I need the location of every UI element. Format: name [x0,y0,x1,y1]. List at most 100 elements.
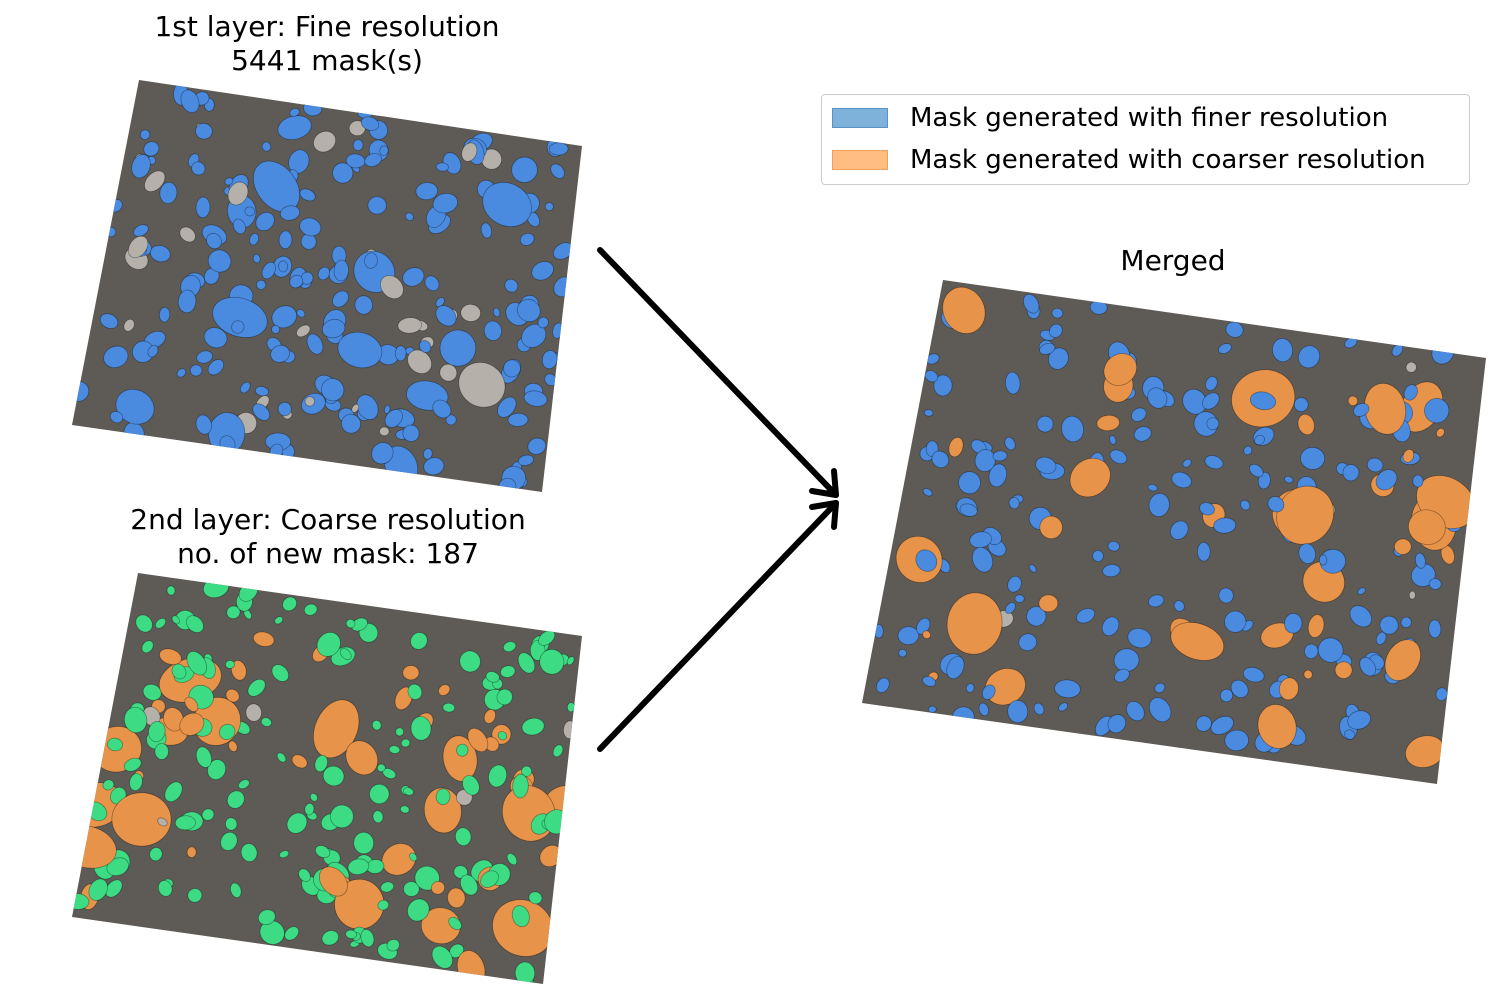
pebble-mask [109,410,124,424]
pebble-mask [131,154,151,179]
pebble-mask [981,684,996,700]
pebble-mask [226,790,245,809]
pebble-mask [1424,397,1450,424]
pebble-mask [195,122,213,140]
pebble-mask [1366,457,1384,473]
pebble-mask [1058,702,1069,712]
pebble-mask [459,650,481,673]
pebble-mask [422,448,433,460]
pebble-mask [402,665,420,681]
pebble-mask [154,743,169,760]
pebble-mask [1298,543,1317,564]
pebble-mask [1224,729,1249,752]
pebble-mask [322,765,345,787]
pebble-mask [1103,353,1138,386]
pebble-mask [1202,392,1220,410]
pebble-mask [314,754,328,773]
fine-panel-title: 1st layer: Fine resolution 5441 mask(s) [112,10,542,78]
pebble-mask [143,141,160,157]
pebble-mask [1435,427,1445,438]
pebble-mask [456,743,469,757]
pebble-mask [332,290,349,308]
pebble-mask [187,888,203,903]
pebble-mask [254,386,270,397]
pebble-mask [1210,715,1234,735]
pebble-mask [1171,471,1192,489]
pebble-mask [517,652,536,674]
pebble-mask [257,909,276,926]
pebble-mask [123,706,148,734]
pebble-mask [915,549,938,572]
pebble-mask [504,278,519,293]
pebble-mask [1131,407,1147,422]
pebble-mask [974,449,996,472]
pebble-mask [1353,402,1370,417]
pebble-mask [299,217,322,237]
pebble-mask [201,808,215,821]
pebble-mask [927,705,937,713]
pebble-mask [1061,415,1084,443]
pebble-mask [127,235,149,259]
pebble-mask [88,878,108,901]
pebble-mask [528,891,543,905]
pebble-mask [103,345,129,369]
pebble-mask [459,874,479,896]
pebble-mask [245,703,262,722]
pebble-mask [129,772,143,792]
pebble-mask [1147,484,1158,492]
pebble-mask [410,716,432,741]
pebble-mask [1109,449,1128,465]
pebble-mask [259,920,285,945]
pebble-mask [300,271,314,285]
pebble-mask [931,450,950,469]
pebble-mask [978,702,990,717]
pebble-mask [435,297,445,308]
pebble-mask [149,847,163,862]
pebble-mask [1035,456,1057,475]
pebble-mask [511,156,538,183]
fine-resolution-image [72,80,582,492]
pebble-mask [521,323,547,348]
pebble-mask [232,218,247,235]
pebble-mask [255,211,275,232]
pebble-mask [142,683,162,701]
pebble-mask [519,232,535,246]
pebble-mask [231,320,245,334]
pebble-mask [539,648,565,675]
pebble-mask [1407,509,1446,545]
pebble-mask [1148,594,1165,608]
pebble-mask [159,648,182,666]
pebble-mask [271,305,298,329]
pebble-mask [404,212,414,222]
pebble-mask [186,650,208,676]
pebble-mask [148,721,166,743]
pebble-mask [1096,414,1120,432]
pebble-mask [166,585,176,596]
pebble-mask [1028,564,1037,573]
pebble-mask [1205,376,1218,391]
pebble-mask [376,763,386,773]
pebble-mask [353,831,375,855]
pebble-mask [1148,697,1172,723]
pebble-mask [439,329,477,367]
pebble-mask [224,177,234,186]
pebble-mask [394,686,413,711]
pebble-mask [1206,417,1220,431]
pebble-mask [923,409,934,417]
pebble-mask [230,660,247,681]
pebble-mask [922,488,933,497]
pebble-mask [240,843,258,863]
pebble-mask [206,232,222,250]
pebble-mask [1243,445,1253,456]
pebble-mask [207,359,225,376]
pebble-mask [1403,384,1418,401]
pebble-mask [497,731,508,741]
pebble-mask [538,630,556,646]
pebble-mask [1004,436,1016,451]
pebble-mask [507,412,529,427]
pebble-mask [133,224,149,237]
pebble-mask [180,89,200,114]
pebble-mask [922,630,931,639]
pebble-mask [228,740,238,752]
pebble-mask [1048,323,1063,338]
